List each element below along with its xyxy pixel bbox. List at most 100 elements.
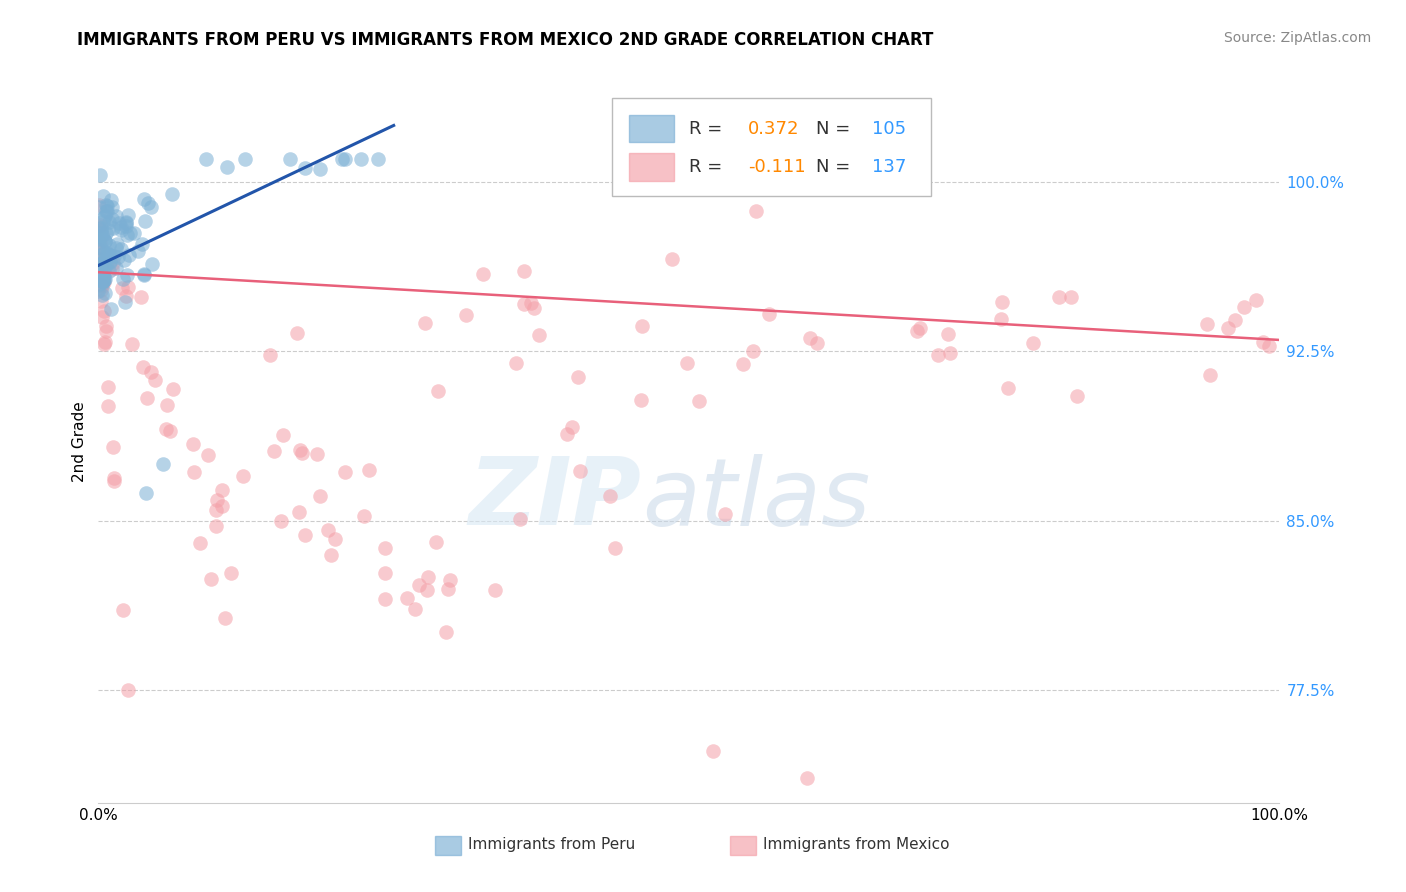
Point [425,534,447,549]
Point [91,269,114,284]
Point [100,193,122,207]
Point [87,257,110,271]
Point [263,443,285,458]
Point [94,252,117,266]
Point [93,275,115,289]
Point [309,161,332,176]
Point [89,277,111,292]
Point [93,264,115,278]
Point [799,331,821,345]
Point [316,524,339,538]
Point [110,242,132,256]
Point [94,244,117,259]
Point [111,272,134,286]
Point [437,582,460,596]
Point [396,591,419,606]
Point [114,215,136,229]
Point [330,153,353,167]
Point [278,153,301,167]
Point [1251,334,1274,349]
Point [806,336,828,351]
Point [100,200,122,214]
Point [101,261,124,276]
Point [413,316,436,330]
Point [121,337,143,351]
Point [162,383,184,397]
Point [93,275,115,289]
Point [117,683,139,698]
Point [259,348,281,362]
Point [141,257,163,271]
Point [508,511,530,525]
Point [745,203,768,218]
Point [87,252,110,266]
Point [110,223,132,237]
Point [200,572,222,586]
Point [927,348,949,362]
Point [97,380,120,394]
Point [294,161,316,175]
Point [561,420,583,434]
Point [714,507,737,521]
Text: N =: N = [817,120,856,137]
Point [117,280,139,294]
Text: R =: R = [689,158,728,176]
Point [353,509,375,524]
Point [143,373,166,387]
Text: Immigrants from Mexico: Immigrants from Mexico [763,838,950,852]
Point [194,153,217,167]
Point [188,535,211,549]
Point [94,209,117,223]
Point [333,153,356,167]
Point [270,514,292,528]
Point [1022,336,1045,351]
Point [114,219,136,233]
Point [87,222,110,236]
Point [631,318,654,333]
Point [141,365,163,379]
Point [98,248,121,262]
Point [89,268,111,283]
Point [156,399,179,413]
Point [90,274,112,288]
Point [288,505,311,519]
Point [205,492,228,507]
Point [100,302,122,317]
Point [1066,389,1088,403]
Point [91,288,114,302]
Point [93,257,115,271]
Point [555,426,578,441]
Point [87,235,110,249]
Point [93,275,115,289]
Point [97,215,120,229]
Point [131,237,153,252]
Point [308,489,330,503]
Point [90,228,112,243]
Point [305,447,328,461]
Point [374,591,396,606]
Point [90,222,112,236]
FancyBboxPatch shape [628,153,673,181]
Point [94,258,117,272]
Point [471,267,494,281]
Point [97,223,120,237]
Point [908,321,931,335]
Point [291,446,314,460]
Point [103,471,125,485]
Point [120,226,142,240]
Point [288,442,311,457]
Point [181,437,204,451]
Point [676,356,699,370]
Point [136,392,159,406]
FancyBboxPatch shape [612,98,931,196]
Point [135,486,157,500]
Point [107,251,129,265]
Point [93,232,115,246]
Point [94,319,117,334]
Point [997,381,1019,395]
Point [319,549,342,563]
Point [97,399,120,413]
Point [112,253,135,268]
Point [434,624,457,639]
Point [219,566,242,580]
